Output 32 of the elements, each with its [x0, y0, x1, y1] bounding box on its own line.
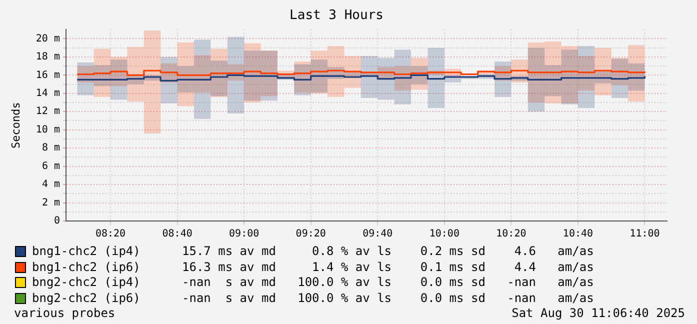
- x-tick-label: 09:40: [362, 228, 393, 240]
- x-tick-label: 10:00: [429, 228, 460, 240]
- text: Sat Aug 30 11:06:40 2025: [512, 306, 685, 322]
- y-tick-label: 6 m: [42, 160, 60, 172]
- y-tick-label: 8 m: [42, 142, 60, 154]
- y-tick-label: 20 m: [36, 33, 60, 44]
- legend-label: bng1-chc2 (ip6): [32, 260, 142, 275]
- chart-title: Last 3 Hours: [290, 8, 384, 24]
- x-tick-label: 10:20: [496, 228, 526, 240]
- y-tick-label: 14 m: [36, 88, 60, 99]
- y-tick-label: 0: [54, 216, 60, 227]
- text: 15.7 ms av md 0.8 % av ls 0.2 ms sd 4.6 am/as: [182, 244, 594, 260]
- legend-label: bng2-chc2 (ip6): [32, 290, 142, 306]
- text: various probes: [14, 306, 116, 322]
- y-axis-title: Seconds: [9, 102, 22, 148]
- x-tick-label: 10:40: [562, 228, 594, 240]
- legend-label: bng1-chc2 (ip4): [32, 244, 142, 260]
- legend-label: bng2-chc2 (ip4): [32, 275, 142, 290]
- y-tick-label: 16 m: [36, 70, 60, 81]
- y-tick-label: 18 m: [36, 52, 60, 63]
- x-tick-label: 08:40: [162, 228, 192, 240]
- x-tick-label: 11:00: [630, 228, 660, 240]
- y-tick-label: 12 m: [36, 106, 60, 118]
- x-tick-label: 08:20: [95, 228, 126, 240]
- x-tick-label: 09:00: [229, 228, 260, 240]
- text: -nan s av md 100.0 % av ls 0.0 ms sd -nan am/as: [182, 275, 594, 290]
- text: -nan s av md 100.0 % av ls 0.0 ms sd -nan am/as: [182, 290, 594, 306]
- y-tick-label: 4 m: [42, 179, 60, 190]
- y-tick-label: 2 m: [42, 197, 60, 208]
- text: 16.3 ms av md 1.4 % av ls 0.1 ms sd 4.4 am/as: [182, 260, 594, 275]
- y-tick-label: 10 m: [36, 124, 60, 136]
- x-tick-label: 09:20: [296, 228, 326, 240]
